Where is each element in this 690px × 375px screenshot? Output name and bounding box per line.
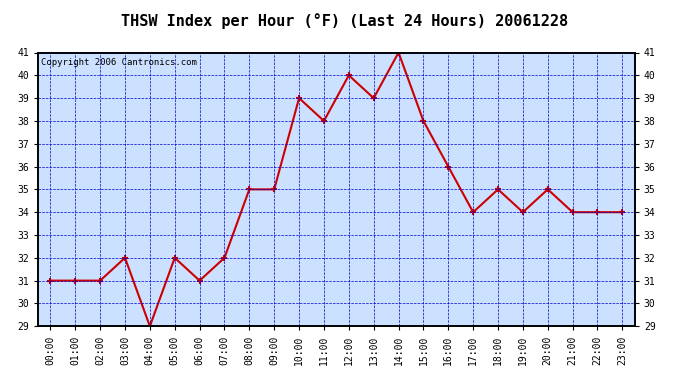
Text: THSW Index per Hour (°F) (Last 24 Hours) 20061228: THSW Index per Hour (°F) (Last 24 Hours)…: [121, 13, 569, 29]
Text: Copyright 2006 Cantronics.com: Copyright 2006 Cantronics.com: [41, 58, 197, 67]
